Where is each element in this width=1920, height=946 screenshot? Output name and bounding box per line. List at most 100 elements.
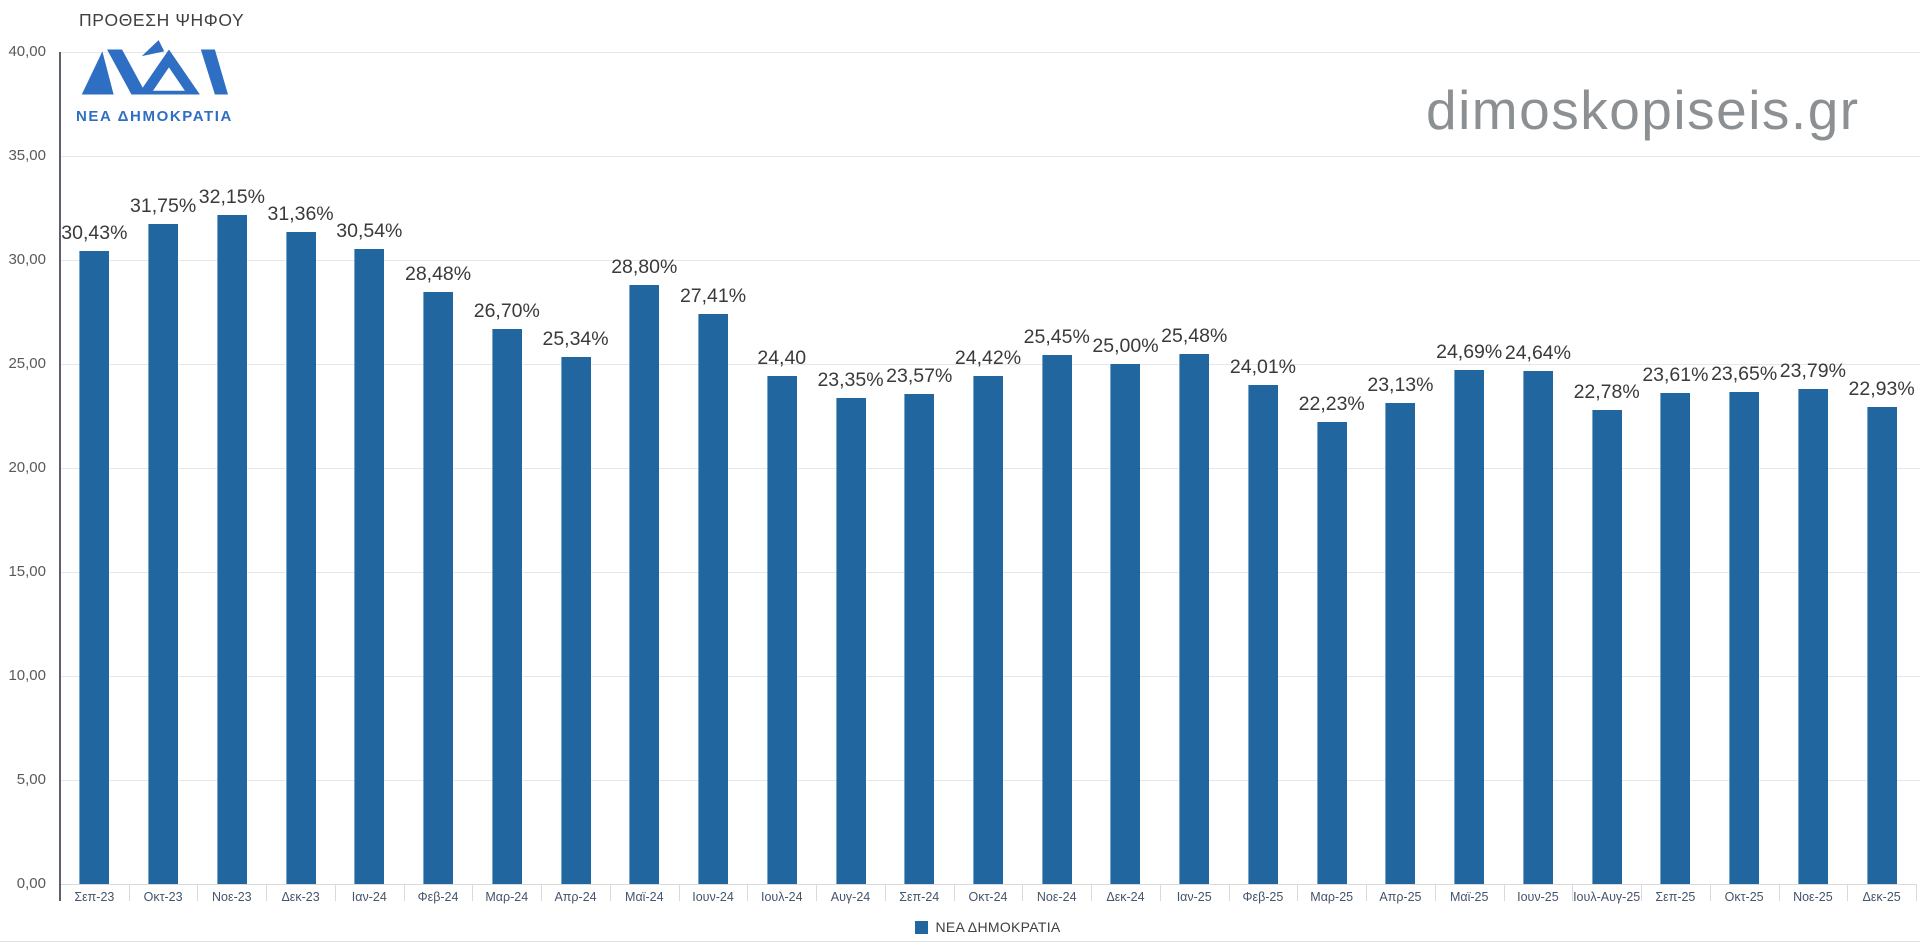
bar <box>904 393 935 884</box>
bottom-divider <box>0 941 1920 942</box>
x-axis-category-label: Μαρ-25 <box>1310 890 1354 904</box>
x-axis-tick <box>1022 884 1024 901</box>
bar-value-label: 25,45% <box>1023 325 1090 348</box>
x-axis-category-label: Οκτ-24 <box>968 890 1008 904</box>
bar-value-label: 23,65% <box>1711 363 1778 386</box>
bar-value-label: 27,41% <box>679 284 747 307</box>
bar-value-label: 24,42% <box>954 347 1022 370</box>
bar <box>1522 371 1553 884</box>
x-axis-tick <box>953 884 955 901</box>
bar-value-label: 28,80% <box>611 255 678 278</box>
x-axis-tick <box>541 884 543 901</box>
bar-value-label: 30,54% <box>336 219 403 242</box>
bar-value-label: 25,00% <box>1092 335 1159 357</box>
watermark-dimoskopiseis: dimoskopiseis.gr <box>1426 79 1860 141</box>
gridline <box>60 52 1920 53</box>
x-axis-tick <box>884 884 886 901</box>
bar <box>766 376 797 884</box>
bar-value-label: 24,40 <box>757 347 807 370</box>
bar-value-label: 32,15% <box>198 186 265 209</box>
bar-value-label: 28,48% <box>404 262 472 285</box>
x-axis-tick <box>1847 884 1849 901</box>
x-axis-category-label: Νοε-24 <box>1036 890 1077 904</box>
x-axis-category-label: Δεκ-24 <box>1106 890 1145 904</box>
y-axis-tick-label: 10,00 <box>8 667 46 684</box>
bar <box>1591 410 1622 884</box>
x-axis-tick <box>1778 884 1780 901</box>
y-axis-tick-label: 15,00 <box>8 563 46 580</box>
gridline <box>60 260 1920 261</box>
x-axis-category-label: Μαρ-24 <box>485 890 529 904</box>
x-axis-tick <box>1366 884 1368 901</box>
bar-value-label: 23,35% <box>817 369 884 392</box>
bar <box>491 328 522 884</box>
bar <box>1316 421 1347 884</box>
x-axis-category-label: Οκτ-25 <box>1724 890 1764 904</box>
x-axis-tick <box>128 884 130 901</box>
x-axis-category-label: Μαϊ-24 <box>625 890 664 904</box>
x-axis-category-label: Νοε-25 <box>1793 890 1833 904</box>
x-axis-tick <box>266 884 268 901</box>
x-axis-category-label: Σεπ-25 <box>1655 890 1696 904</box>
bar <box>1385 402 1416 884</box>
x-axis-category-label: Ιαν-25 <box>1176 890 1212 904</box>
bar <box>216 215 247 884</box>
bar-value-label: 22,78% <box>1573 381 1640 404</box>
x-axis-category-label: Αυγ-24 <box>830 890 871 904</box>
bar-value-label: 31,36% <box>267 202 334 225</box>
y-axis-tick-label: 30,00 <box>8 251 46 268</box>
x-axis-tick <box>1434 884 1436 901</box>
bar-value-label: 23,13% <box>1367 373 1434 396</box>
x-axis-category-label: Ιουν-24 <box>692 890 734 904</box>
nea-dimokratia-logo-caption: ΝΕΑ ΔΗΜΟΚΡΑΤΙΑ <box>76 108 233 125</box>
x-axis-tick <box>1641 884 1643 901</box>
bar <box>1660 392 1691 884</box>
x-axis-category-label: Νοε-23 <box>212 890 252 904</box>
bar-value-label: 24,01% <box>1229 355 1297 378</box>
gridline <box>60 156 1920 157</box>
bar <box>79 251 110 884</box>
x-axis-category-label: Σεπ-24 <box>899 890 940 904</box>
x-axis-category-label: Απρ-24 <box>554 890 597 904</box>
x-axis-tick <box>1503 884 1505 901</box>
nea-dimokratia-logo-icon <box>81 40 228 95</box>
x-axis-tick <box>1916 884 1917 901</box>
x-axis-tick <box>1091 884 1093 901</box>
x-axis-tick <box>403 884 405 901</box>
bar-value-label: 25,48% <box>1161 325 1228 348</box>
x-axis-category-label: Φεβ-24 <box>417 890 459 904</box>
bar <box>1454 370 1485 884</box>
bar <box>1041 354 1072 884</box>
legend-swatch-icon <box>915 920 929 934</box>
y-axis-tick-label: 5,00 <box>16 771 46 788</box>
x-axis-tick <box>334 884 336 901</box>
x-axis-category-label: Μαϊ-25 <box>1449 890 1489 904</box>
x-axis-category-label: Δεκ-23 <box>281 890 320 904</box>
bar <box>1110 364 1141 884</box>
bar-value-label: 24,64% <box>1504 342 1571 365</box>
bar <box>560 356 591 884</box>
x-axis-tick <box>747 884 749 901</box>
bar <box>1797 389 1828 884</box>
x-axis-tick <box>197 884 199 901</box>
bar <box>148 223 179 884</box>
y-axis-line <box>59 52 61 901</box>
bar <box>354 248 385 884</box>
x-axis-category-label: Απρ-25 <box>1379 890 1422 904</box>
bar-value-label: 24,69% <box>1436 341 1503 364</box>
x-axis-tick <box>816 884 818 901</box>
bar-value-label: 22,23% <box>1298 392 1365 415</box>
y-axis-tick-label: 0,00 <box>16 875 46 892</box>
x-axis-tick <box>609 884 611 901</box>
bar <box>1729 392 1760 884</box>
x-axis-category-label: Οκτ-23 <box>143 890 183 904</box>
nea-dimokratia-logo: ΝΕΑ ΔΗΜΟΚΡΑΤΙΑ <box>76 40 246 125</box>
legend-series-label: ΝΕΑ ΔΗΜΟΚΡΑΤΙΑ <box>935 919 1061 935</box>
x-axis-category-label: Ιουλ-Αυγ-25 <box>1573 890 1641 904</box>
x-axis-category-label: Ιαν-24 <box>351 890 387 904</box>
x-axis-tick <box>1228 884 1230 901</box>
x-axis-category-label: Ιουλ-24 <box>760 890 803 904</box>
y-axis-tick-label: 20,00 <box>8 459 46 476</box>
x-axis-category-label: Ιουν-25 <box>1517 890 1559 904</box>
